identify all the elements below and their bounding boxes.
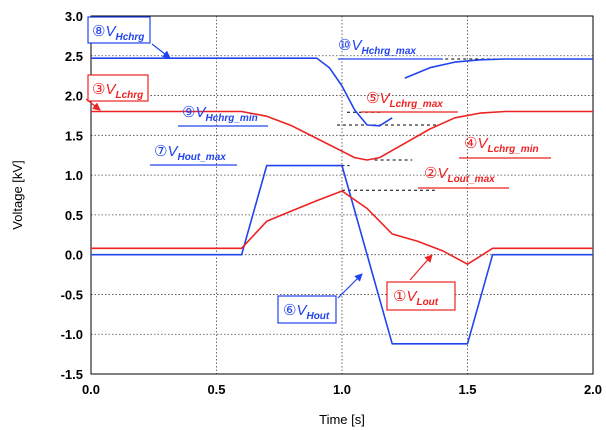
x-tick-label: 2.0 xyxy=(584,382,602,397)
annotation-label: ⑦VHout_max xyxy=(154,142,226,163)
annotation-base: V xyxy=(296,302,308,319)
x-axis-label: Time [s] xyxy=(319,412,365,427)
series-line xyxy=(91,164,593,345)
annotation-number: ② xyxy=(424,164,437,182)
annotation-number: ⑩ xyxy=(338,36,351,54)
annotation-label: ⑨VHchrg_min xyxy=(182,103,258,124)
y-tick-label: 2.5 xyxy=(65,49,83,64)
series-line xyxy=(91,110,593,161)
annotation-box xyxy=(386,281,456,311)
plot-frame xyxy=(90,15,594,375)
annotation-subscript: Lout_max xyxy=(447,174,495,185)
annotation-base: V xyxy=(437,165,449,182)
annotation-vhout-max: ⑦VHout_max xyxy=(150,142,237,166)
series-line xyxy=(404,58,593,79)
annotation-base: V xyxy=(105,23,117,40)
x-tick-label: 1.5 xyxy=(458,382,476,397)
annotation-label: ③VLchrg xyxy=(92,80,143,101)
annotation-subscript: Lchrg xyxy=(115,90,143,101)
annotation-arrow-vhchrg xyxy=(151,43,171,59)
annotation-vhchrg-max: ⑩VHchrg_max xyxy=(338,36,443,60)
annotation-number: ① xyxy=(393,287,406,305)
annotation-vlout: ①VLout xyxy=(386,281,456,311)
y-axis-label: Voltage [kV] xyxy=(10,160,25,229)
series-line xyxy=(91,190,593,266)
annotation-label: ⑥VHout xyxy=(283,301,330,322)
annotation-base: V xyxy=(477,135,489,152)
annotation-subscript: Hchrg_min xyxy=(205,113,257,124)
annotation-vlout-max: ②VLout_max xyxy=(418,164,509,189)
y-tick-label: 0.0 xyxy=(65,248,83,263)
annotation-base: V xyxy=(105,81,117,98)
annotation-vlchrg: ③VLchrg xyxy=(87,74,149,102)
annotation-subscript: Lchrg_min xyxy=(487,144,538,155)
annotation-number: ③ xyxy=(92,80,105,98)
annotation-base: V xyxy=(195,104,207,121)
annotation-base: V xyxy=(351,37,363,54)
annotation-number: ⑨ xyxy=(182,103,195,121)
annotation-subscript: Hchrg xyxy=(115,32,144,43)
annotation-label: ⑧VHchrg xyxy=(92,22,144,43)
x-tick-labels: 0.0 0.5 1.0 1.5 2.0 xyxy=(82,382,602,397)
x-tick-label: 0.0 xyxy=(82,382,100,397)
series-layer xyxy=(91,57,593,345)
annotation-arrow-vlout xyxy=(409,254,433,281)
annotation-vlchrg-max: ⑤VLchrg_max xyxy=(361,89,458,113)
annotation-vhchrg: ⑧VHchrg xyxy=(87,16,151,44)
x-tick-label: 1.0 xyxy=(333,382,351,397)
y-tick-label: 1.5 xyxy=(65,128,83,143)
annotation-subscript: Lout xyxy=(416,297,438,308)
annotation-number: ⑥ xyxy=(283,301,296,319)
annotation-box xyxy=(87,74,149,102)
y-tick-labels: 3.0 2.5 2.0 1.5 1.0 0.5 0.0 -0.5 -1.0 -1.5 xyxy=(61,9,83,382)
annotation-vhchrg-min: ⑨VHchrg_min xyxy=(178,103,268,127)
grid xyxy=(90,15,594,375)
y-tick-label: 3.0 xyxy=(65,9,83,24)
series-line xyxy=(91,57,393,127)
annotation-label: ⑤VLchrg_max xyxy=(366,89,443,110)
y-tick-label: 1.0 xyxy=(65,168,83,183)
annotation-vhout: ⑥VHout xyxy=(277,295,337,324)
annotation-label: ⑩VHchrg_max xyxy=(338,36,416,57)
annotation-subscript: Hchrg_max xyxy=(361,46,416,57)
annotation-label: ②VLout_max xyxy=(424,164,495,185)
annotation-vlchrg-min: ④VLchrg_min xyxy=(459,134,551,159)
y-tick-label: -0.5 xyxy=(61,287,83,302)
annotation-subscript: Hout_max xyxy=(177,152,226,163)
annotation-subscript: Hout xyxy=(306,311,329,322)
annotation-number: ⑤ xyxy=(366,89,379,107)
annotation-number: ④ xyxy=(464,134,477,152)
annotation-base: V xyxy=(167,143,179,160)
annotation-label: ④VLchrg_min xyxy=(464,134,539,155)
annotation-subscript: Lchrg_max xyxy=(389,99,443,110)
x-tick-label: 0.5 xyxy=(207,382,225,397)
annotation-arrow-vhout xyxy=(337,273,363,299)
annotation-arrows xyxy=(85,43,433,299)
y-tick-label: -1.0 xyxy=(61,327,83,342)
y-tick-label: 2.0 xyxy=(65,89,83,104)
annotation-number: ⑧ xyxy=(92,22,105,40)
annotation-base: V xyxy=(406,288,418,305)
annotation-number: ⑦ xyxy=(154,142,167,160)
annotation-label: ①VLout xyxy=(393,287,439,308)
y-tick-label: 0.5 xyxy=(65,208,83,223)
y-tick-label: -1.5 xyxy=(61,367,83,382)
annotation-box xyxy=(277,295,337,324)
annotation-box xyxy=(87,16,151,44)
annotation-base: V xyxy=(379,90,391,107)
